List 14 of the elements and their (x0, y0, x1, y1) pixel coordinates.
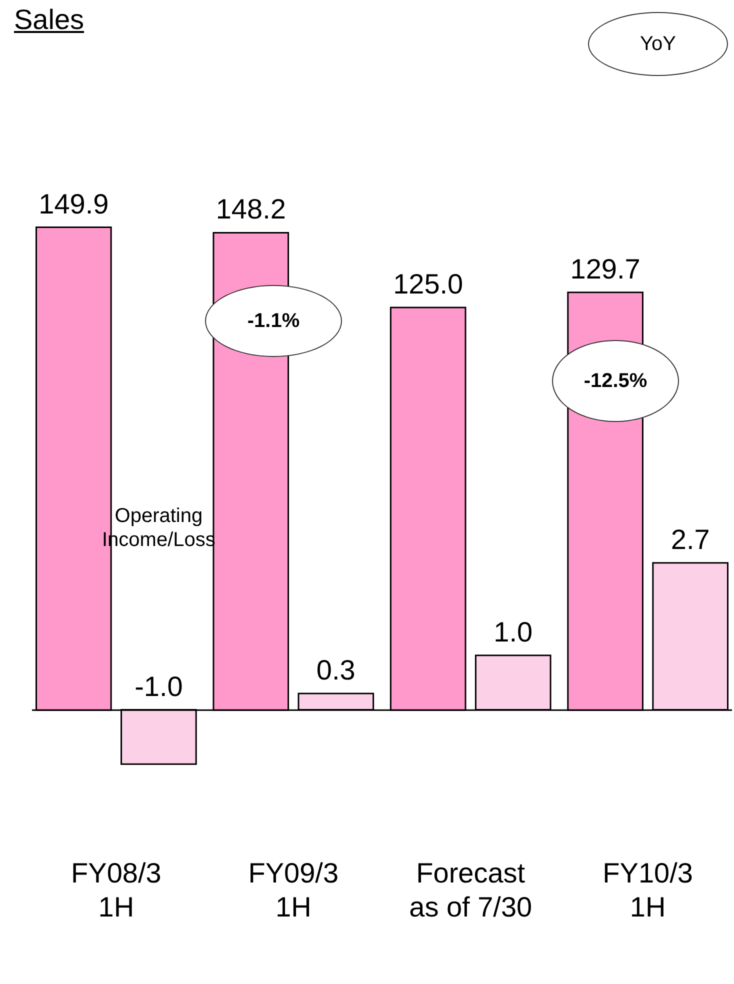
x-tick-label: FY09/3 1H (248, 858, 339, 922)
data-label: 148.2 (216, 194, 286, 225)
data-label: 2.7 (670, 524, 710, 555)
x-tick-label: FY08/3 1H (71, 858, 162, 922)
x-tick-label: Forecast as of 7/30 (409, 858, 532, 922)
data-label: 125.0 (393, 268, 464, 300)
oval-callout: YoY (588, 12, 728, 76)
data-label: 0.3 (316, 654, 356, 686)
data-label: 1.0 (494, 616, 533, 648)
data-label: 149.9 (38, 188, 109, 220)
chart-title: Sales (14, 4, 84, 36)
x-tick-label: FY10/3 1H (602, 858, 693, 922)
data-label: 129.7 (570, 253, 640, 284)
data-label: -1.0 (134, 670, 183, 702)
